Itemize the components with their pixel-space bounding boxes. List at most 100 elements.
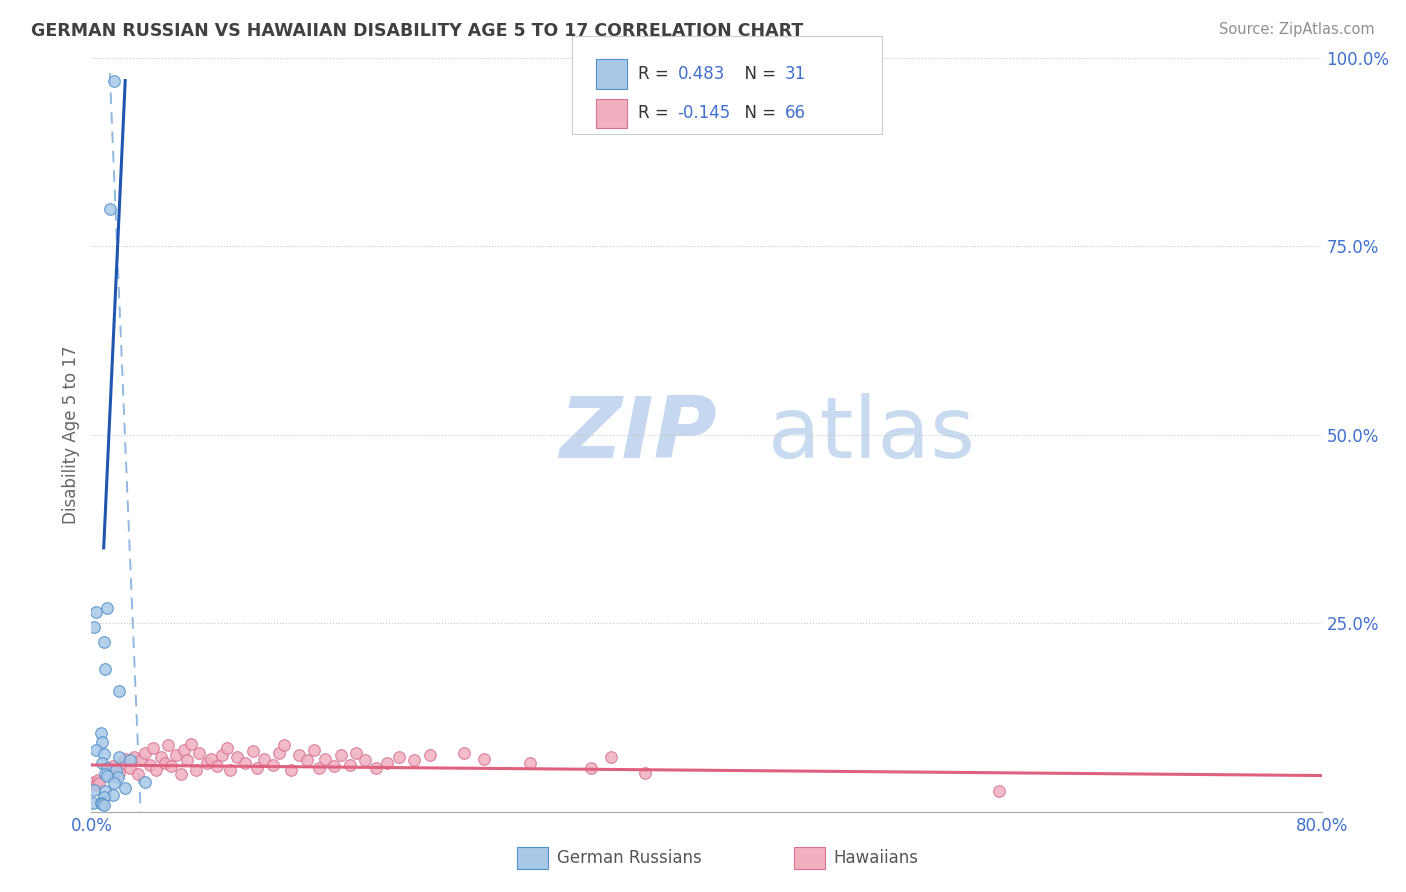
Point (453, 746, 475, 760)
Point (242, 744, 264, 758)
Point (103, 73, 125, 87)
Point (96, 764, 118, 778)
Point (84, 778, 107, 792)
Point (207, 759, 229, 773)
Text: N =: N = (734, 104, 782, 122)
Point (267, 746, 290, 760)
Point (108, 684, 131, 698)
Point (108, 750, 131, 764)
Point (84, 743, 107, 757)
Point (124, 750, 146, 764)
Point (118, 761, 141, 775)
Text: ZIP: ZIP (558, 393, 717, 476)
Y-axis label: Disability Age 5 to 17: Disability Age 5 to 17 (62, 345, 80, 524)
Text: atlas: atlas (768, 393, 976, 476)
Text: R =: R = (638, 65, 675, 83)
Text: 31: 31 (785, 65, 806, 83)
Point (149, 750, 172, 764)
Point (404, 754, 426, 768)
Text: German Russians: German Russians (557, 849, 702, 867)
Point (344, 746, 367, 760)
Point (375, 756, 398, 770)
Point (105, 764, 127, 778)
Text: 66: 66 (785, 104, 806, 122)
Point (226, 750, 249, 764)
Point (218, 764, 240, 778)
Point (295, 754, 318, 768)
Point (129, 754, 152, 768)
Point (472, 752, 495, 766)
Point (180, 737, 202, 751)
Point (176, 754, 198, 768)
Point (114, 780, 136, 795)
Point (184, 764, 207, 778)
Point (253, 752, 276, 766)
Point (98, 768, 121, 782)
Point (388, 750, 411, 764)
Point (519, 756, 541, 770)
Point (118, 754, 141, 768)
Point (157, 739, 180, 753)
Point (579, 761, 602, 775)
Text: -0.145: -0.145 (678, 104, 731, 122)
Point (91, 797, 114, 812)
Point (142, 740, 165, 755)
Point (308, 761, 330, 775)
Point (107, 770, 129, 784)
Point (82, 796, 104, 810)
Point (96, 761, 118, 775)
Point (91, 735, 114, 749)
Text: R =: R = (638, 104, 675, 122)
Point (262, 758, 284, 772)
Point (91, 756, 114, 770)
Point (93, 635, 115, 649)
Point (111, 756, 134, 770)
Point (200, 752, 222, 766)
Point (288, 748, 311, 763)
Point (634, 765, 657, 780)
Point (165, 748, 187, 763)
Point (93, 789, 115, 804)
Point (83, 774, 105, 789)
Point (273, 739, 295, 753)
Point (160, 759, 183, 773)
Point (339, 758, 361, 772)
Point (211, 748, 233, 763)
Point (195, 756, 218, 770)
Point (145, 764, 167, 778)
Point (987, 783, 1010, 797)
Point (103, 776, 125, 790)
Point (96, 768, 118, 782)
Point (90, 797, 112, 811)
Point (304, 743, 326, 757)
Point (215, 740, 238, 755)
Point (314, 752, 336, 766)
Point (153, 756, 177, 770)
Text: GERMAN RUSSIAN VS HAWAIIAN DISABILITY AGE 5 TO 17 CORRELATION CHART: GERMAN RUSSIAN VS HAWAIIAN DISABILITY AG… (31, 22, 803, 40)
Point (94, 767, 117, 781)
Point (323, 759, 346, 773)
Point (169, 767, 191, 781)
Point (233, 756, 256, 770)
Point (108, 765, 131, 780)
Point (96, 601, 118, 615)
Point (83, 782, 105, 797)
Point (83, 620, 105, 634)
Text: 0.483: 0.483 (678, 65, 725, 83)
Point (419, 748, 441, 763)
Point (101, 759, 124, 773)
Point (364, 761, 387, 775)
Text: N =: N = (734, 65, 782, 83)
Point (134, 746, 156, 760)
Point (134, 774, 156, 789)
Point (354, 754, 377, 768)
Point (173, 743, 195, 757)
Text: Source: ZipAtlas.com: Source: ZipAtlas.com (1219, 22, 1375, 37)
Point (127, 767, 149, 781)
Point (101, 788, 124, 802)
Point (114, 752, 136, 766)
Point (87, 776, 110, 790)
Point (600, 750, 623, 764)
Point (98, 202, 121, 216)
Point (93, 797, 115, 812)
